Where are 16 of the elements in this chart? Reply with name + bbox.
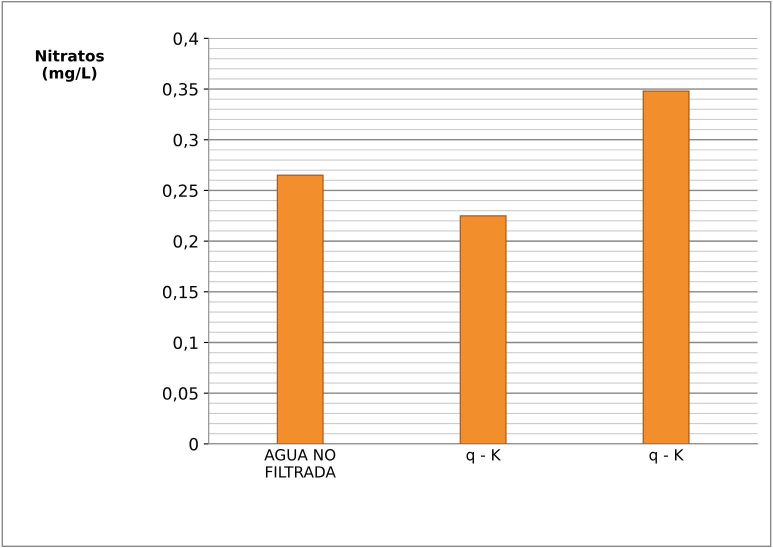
y-tick-label: 0,25 bbox=[162, 184, 198, 199]
y-tick-label: 0,05 bbox=[162, 387, 198, 402]
x-tick-label: q - K bbox=[466, 449, 501, 464]
x-tick-label: q - K bbox=[649, 449, 684, 464]
x-tick-label: AGUA NO FILTRADA bbox=[264, 449, 336, 478]
y-tick-label: 0,3 bbox=[174, 134, 198, 148]
bar bbox=[460, 215, 507, 444]
y-tick-label: 0 bbox=[189, 438, 198, 450]
y-tick-label: 0,4 bbox=[174, 32, 198, 47]
y-tick-label: 0,15 bbox=[162, 286, 198, 300]
bar bbox=[642, 90, 690, 444]
y-tick-label: 0,2 bbox=[174, 235, 198, 250]
y-tick-label: 0,1 bbox=[174, 336, 198, 351]
y-tick-label: 0,35 bbox=[162, 83, 198, 98]
bar bbox=[276, 174, 324, 444]
y-axis-title: Nitratos (mg/L) bbox=[36, 50, 104, 82]
